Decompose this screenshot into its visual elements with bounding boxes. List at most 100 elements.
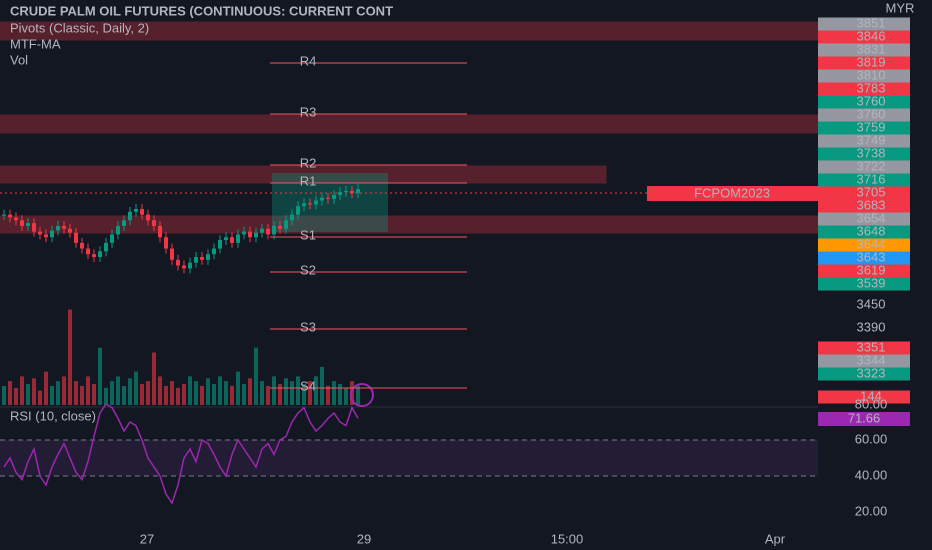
pivot-label: R1 [300,173,317,188]
pivot-label: S1 [300,227,316,242]
volume-bar [8,381,12,405]
candle [176,259,180,266]
candle [104,242,108,252]
candle [308,203,312,205]
price-label: 3722 [857,158,886,173]
volume-bar [74,381,78,405]
rsi-band [0,440,818,476]
candle [302,203,306,207]
price-label: 3683 [857,197,886,212]
candle [26,223,30,226]
price-tag [818,17,910,31]
price-label: 3390 [857,319,886,334]
indicator: MTF-MA [10,36,61,51]
price-tag [818,134,910,148]
volume-bar [254,347,258,405]
price-label: 3810 [857,67,886,82]
candle [242,231,246,235]
candle [62,225,66,229]
price-label: 3705 [857,184,886,199]
price-label: 3749 [857,132,886,147]
volume-bar [356,385,360,405]
volume-bar [290,381,294,405]
volume-bar [182,384,186,405]
price-tag [818,277,910,291]
volume-bar [194,381,198,405]
price-label: 3539 [857,275,886,290]
candles [2,184,360,405]
volume-bar [236,371,240,405]
price-tag [818,367,910,381]
candle [320,197,324,201]
zone [0,114,819,134]
candle [332,194,336,199]
candle [338,192,342,195]
candle [266,228,270,235]
unit: MYR [886,0,915,15]
price-tag [818,30,910,44]
volume-bar [308,381,312,405]
candle [86,248,90,255]
candle [50,230,54,238]
candle [260,228,264,233]
volume-bar [128,378,132,405]
price-label: 3760 [857,93,886,108]
volume-bar [296,376,300,405]
volume-bar [56,381,60,405]
volume-bar [338,384,342,405]
price-label: 3846 [857,28,886,43]
candle [218,240,222,249]
volume-bar [230,385,234,405]
price-tag [818,341,910,355]
price-label: 3450 [857,296,886,311]
volume-bar [146,381,150,405]
volume-bar [122,385,126,405]
pivot-label: R3 [300,104,317,119]
pivot-label: R2 [300,155,317,170]
candle [152,220,156,226]
candle [344,190,348,193]
rsi-tick: 20.00 [855,503,888,518]
candle [314,200,318,205]
x-label: 29 [357,531,371,546]
candle [224,237,228,241]
indicator: Pivots (Classic, Daily, 2) [10,20,149,35]
volume-bar [188,376,192,405]
rsi-title: RSI (10, close) [10,408,96,423]
volume-bar [50,385,54,405]
x-label: 15:00 [551,531,584,546]
volume-bar [110,381,114,405]
candle [350,190,354,194]
candle [140,208,144,215]
price-label: 3351 [857,339,886,354]
x-label: Apr [765,531,786,546]
volume-bar [68,309,72,405]
price-label: 3643 [857,249,886,264]
candle [80,242,84,249]
price-label: 3738 [857,145,886,160]
candle [116,225,120,235]
volume-bar [116,376,120,405]
price-label: 3831 [857,41,886,56]
volume-bar [326,385,330,405]
volume-bar [92,384,96,405]
volume-bar [344,387,348,405]
volume-bar [242,384,246,405]
rsi-tick: 80.00 [855,396,888,411]
x-label: 27 [140,531,154,546]
price-label: 3760 [857,106,886,121]
candle [194,257,198,263]
price-tag [818,82,910,96]
candle [206,254,210,260]
price-tag [818,56,910,70]
candle [68,228,72,233]
candle [20,220,24,226]
volume-bar [170,381,174,405]
price-label: 3654 [857,210,886,225]
volume-bar [218,376,222,405]
candle [74,232,78,243]
candle [158,225,162,238]
candle [146,214,150,221]
candle [182,265,186,269]
position-box [272,173,388,232]
